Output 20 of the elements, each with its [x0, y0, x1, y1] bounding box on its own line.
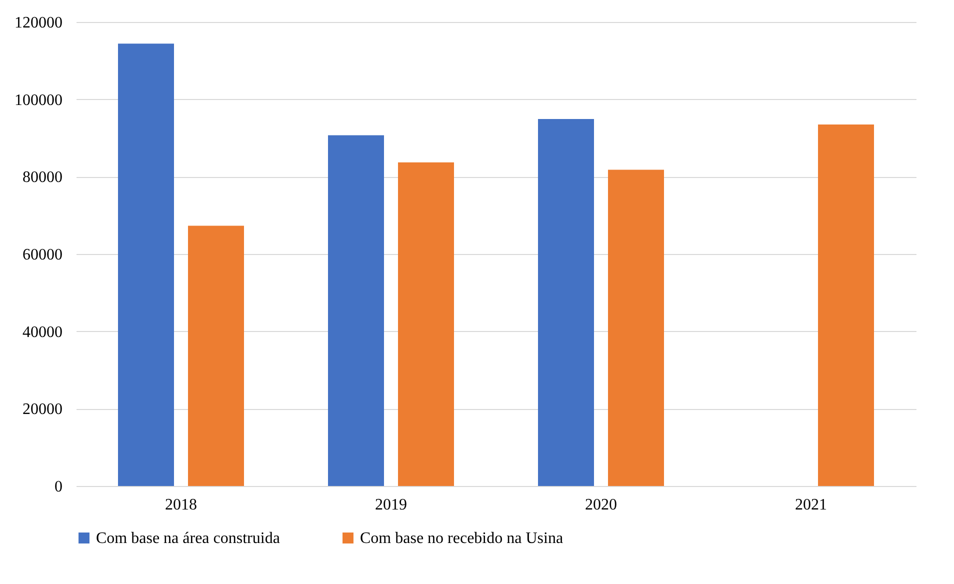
x-tick-label: 2020 [585, 496, 617, 514]
x-tick-label: 2021 [795, 496, 827, 514]
y-tick-label: 20000 [22, 401, 62, 418]
y-tick-label: 60000 [22, 246, 62, 264]
x-tick-label: 2018 [165, 496, 197, 514]
x-tick-label: 2019 [375, 496, 407, 514]
y-tick-label: 100000 [14, 92, 62, 109]
y-tick-label: 40000 [22, 324, 62, 341]
legend-label: Com base na área construida [96, 530, 280, 547]
y-tick-label: 0 [54, 478, 62, 496]
bar [608, 170, 664, 486]
bar [118, 44, 174, 486]
y-tick-label: 120000 [14, 14, 62, 32]
bar [818, 124, 874, 486]
y-tick-label: 80000 [22, 169, 62, 186]
bar [188, 226, 244, 486]
bar [538, 119, 594, 486]
legend-label: Com base no recebido na Usina [360, 530, 564, 547]
bar [398, 162, 454, 486]
bar [328, 135, 384, 486]
